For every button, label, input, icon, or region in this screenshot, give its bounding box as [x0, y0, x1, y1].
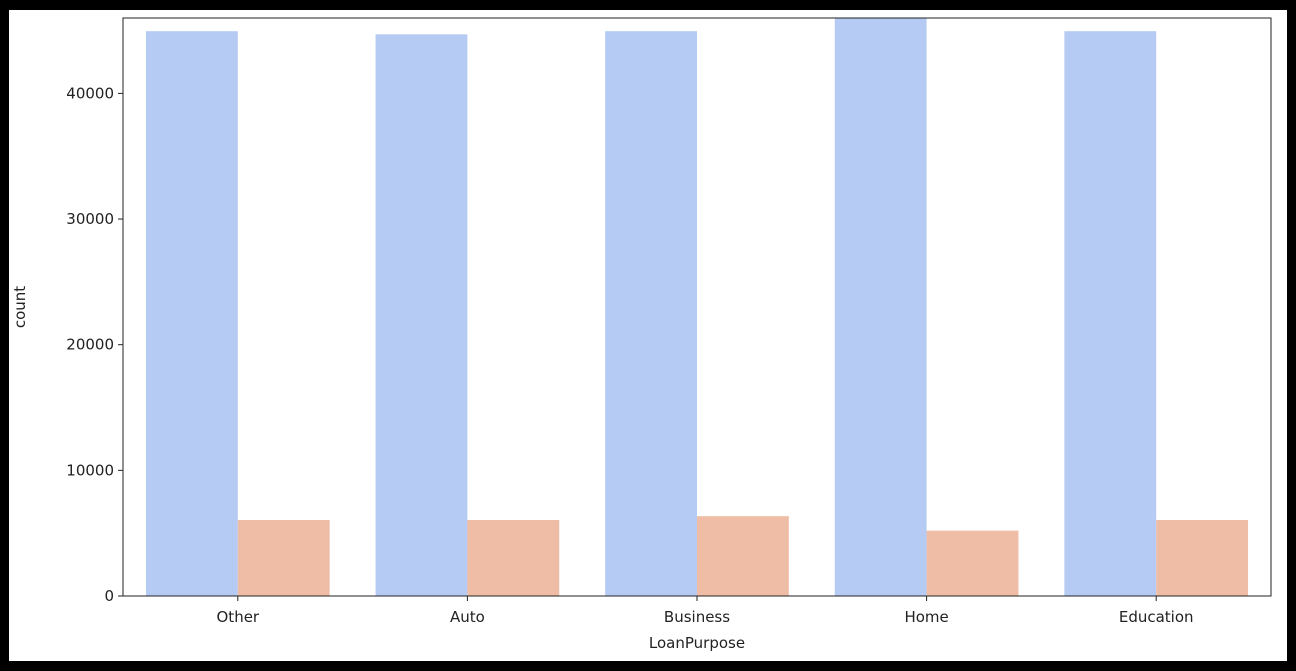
chart-frame: 0 10000 20000 30000 40000 Other Auto Business H…	[9, 10, 1287, 661]
x-axis-ticks: Other Auto Business Home Education	[217, 596, 1194, 626]
y-tick-label: 20000	[66, 336, 114, 354]
bar-other-1	[145, 31, 238, 596]
x-axis-label: LoanPurpose	[649, 634, 745, 652]
x-tick-label: Business	[664, 608, 730, 626]
y-tick-label: 0	[104, 587, 114, 605]
bar-other-2	[237, 519, 330, 596]
bar-business-2	[697, 516, 789, 596]
bar-home-2	[926, 530, 1019, 596]
x-tick-label: Home	[904, 608, 948, 626]
y-tick-label: 40000	[66, 84, 114, 102]
x-tick-label: Auto	[450, 608, 485, 626]
y-tick-label: 10000	[66, 461, 114, 479]
x-tick-label: Education	[1119, 608, 1194, 626]
x-tick-label: Other	[217, 608, 260, 626]
bar-business-1	[605, 31, 697, 596]
bars-group	[145, 18, 1249, 597]
bar-chart: 0 10000 20000 30000 40000 Other Auto Business H…	[11, 17, 1272, 652]
plot-area-border	[122, 17, 1272, 597]
bar-auto-2	[467, 519, 560, 596]
bar-auto-1	[375, 34, 468, 597]
y-axis-ticks: 0 10000 20000 30000 40000	[66, 84, 123, 605]
bar-home-1	[834, 18, 927, 596]
y-tick-label: 30000	[66, 210, 114, 228]
y-axis-label: count	[11, 286, 29, 328]
bar-education-1	[1064, 31, 1157, 596]
bar-education-2	[1156, 519, 1249, 596]
